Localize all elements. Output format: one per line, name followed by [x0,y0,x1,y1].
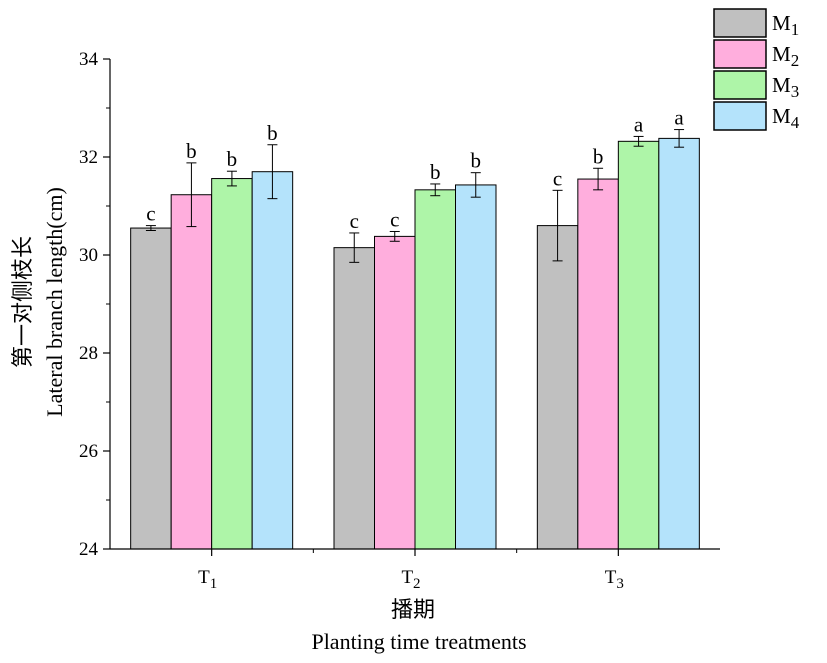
bar [658,137,700,550]
x-axis-label-chinese: 播期 [391,597,435,622]
y-tick-label: 26 [79,441,98,462]
legend-label: M3 [772,73,799,101]
legend-swatch [713,101,767,131]
bar [333,247,375,550]
bar [211,178,253,550]
significance-letter: c [390,207,399,231]
legend-swatch [713,70,767,100]
legend: M1 M2 M3 M4 [713,8,800,132]
legend-swatch [713,8,767,38]
bar [455,184,497,550]
error-bars-layer [145,129,685,263]
significance-letter: b [593,144,604,168]
significance-letter: b [186,139,197,163]
y-ticks-layer: 24 26 28 30 32 34 [79,49,110,560]
bar [414,189,456,550]
legend-swatch [713,39,767,69]
significance-letter: b [471,149,482,173]
legend-label: M1 [772,11,799,39]
x-tick-label: T3 [605,567,624,592]
significance-letter: c [553,166,562,190]
bar [577,178,619,550]
significance-letter: b [267,121,278,145]
bar [374,235,416,550]
x-ticks-layer: T1 T2 T3 [198,549,624,592]
significance-letter: b [430,160,441,184]
legend-label: M2 [772,42,799,70]
bar [170,194,213,550]
y-tick-label: 24 [79,539,99,560]
significance-letters-layer: c b b b c c b b c b a a [146,106,684,233]
significance-letter: b [227,147,238,171]
x-tick-label: T2 [401,567,420,592]
bar [536,225,579,550]
y-axis-label-chinese: 第一对侧枝长 [10,236,35,368]
significance-letter: c [146,202,155,226]
significance-letter: a [634,112,644,136]
bar [617,140,660,550]
y-tick-label: 28 [79,343,98,364]
significance-letter: c [350,209,359,233]
bars-layer [130,137,700,550]
bar [130,227,172,550]
y-tick-label: 34 [79,49,99,70]
x-axis-label: Planting time treatments [311,629,526,654]
y-tick-label: 32 [79,147,98,168]
x-tick-label: T1 [198,567,217,592]
bar [251,171,294,550]
y-tick-label: 30 [79,245,98,266]
significance-letter: a [674,106,684,130]
y-axis-label: Lateral branch length(cm) [42,187,67,417]
legend-label: M4 [772,104,800,132]
